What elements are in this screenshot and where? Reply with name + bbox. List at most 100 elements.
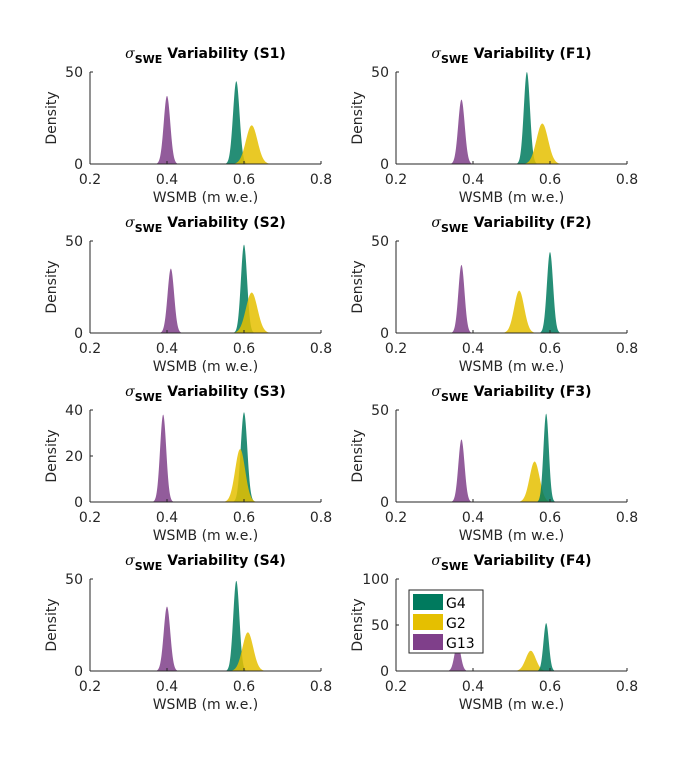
x-tick-label: 0.2 [385, 679, 407, 695]
legend: G4 G2 G13 [408, 589, 484, 654]
density-g13 [448, 99, 475, 164]
density-g2 [519, 123, 566, 164]
x-tick-label: 0.4 [156, 172, 178, 188]
x-tick-label: 0.2 [79, 510, 101, 526]
x-tick-label: 0.2 [385, 172, 407, 188]
panel-title: σSWE Variability (S3) [125, 384, 286, 404]
density-g13 [157, 268, 184, 333]
subscript-swe: SWE [135, 391, 163, 404]
y-tick-label: 50 [65, 234, 83, 250]
density-g4 [535, 623, 557, 671]
panel-title: σSWE Variability (S2) [125, 215, 286, 235]
panel-f1: σSWE Variability (F1) 0.2 0.4 0.6 0.8 0 50 WSMB (… [350, 46, 638, 206]
x-axis-label: WSMB (m w.e.) [153, 190, 259, 206]
x-tick-label: 0.8 [616, 679, 638, 695]
density-g13 [449, 264, 474, 333]
title-tag: (S3) [253, 384, 286, 400]
x-axis-label: WSMB (m w.e.) [459, 190, 565, 206]
title-tag: (F3) [559, 384, 591, 400]
subscript-swe: SWE [135, 53, 163, 66]
x-tick-label: 0.4 [156, 510, 178, 526]
subscript-swe: SWE [135, 560, 163, 573]
legend-swatch-g2 [413, 614, 443, 630]
x-tick-label: 0.4 [462, 172, 484, 188]
title-tag: (F2) [559, 215, 591, 231]
y-tick-label: 50 [371, 403, 389, 419]
subscript-swe: SWE [135, 222, 163, 235]
x-tick-label: 0.6 [233, 510, 255, 526]
sigma-symbol: σ [125, 553, 135, 569]
y-tick-label: 0 [74, 664, 83, 680]
title-tag: (F1) [559, 46, 591, 62]
density-g2 [228, 292, 275, 333]
x-tick-label: 0.8 [310, 341, 332, 357]
x-axis-label: WSMB (m w.e.) [153, 528, 259, 544]
title-word: Variability [474, 553, 555, 569]
panel-title: σSWE Variability (S4) [125, 553, 286, 573]
y-axis-label: Density [350, 91, 366, 144]
y-tick-label: 50 [371, 65, 389, 81]
sigma-symbol: σ [431, 46, 441, 62]
density-g2 [514, 461, 555, 502]
panel-s1: σSWE Variability (S1) 0.2 0.4 0.6 0.8 0 50 WSMB (… [44, 46, 332, 206]
subscript-swe: SWE [441, 222, 469, 235]
x-tick-label: 0.8 [310, 510, 332, 526]
x-tick-label: 0.6 [539, 679, 561, 695]
x-tick-label: 0.2 [79, 679, 101, 695]
y-tick-label: 100 [362, 572, 389, 588]
density-g4 [537, 252, 563, 333]
x-tick-label: 0.4 [462, 510, 484, 526]
sigma-symbol: σ [125, 384, 135, 400]
y-tick-label: 40 [65, 403, 83, 419]
panel-f4: σSWE Variability (F4) 0.2 0.4 0.6 0.8 0 50 100 WSM… [350, 553, 638, 713]
x-axis-label: WSMB (m w.e.) [459, 697, 565, 713]
y-axis-label: Density [350, 598, 366, 651]
density-g4 [230, 412, 258, 502]
title-word: Variability [167, 215, 248, 231]
density-g13 [153, 95, 181, 164]
x-tick-label: 0.4 [156, 341, 178, 357]
x-tick-label: 0.8 [616, 172, 638, 188]
panel-title: σSWE Variability (F1) [431, 46, 591, 66]
x-tick-label: 0.6 [539, 510, 561, 526]
x-tick-label: 0.4 [156, 679, 178, 695]
title-word: Variability [474, 384, 555, 400]
title-tag: (S1) [253, 46, 286, 62]
density-g13 [150, 414, 176, 502]
density-g2 [510, 650, 551, 671]
y-axis-label: Density [350, 260, 366, 313]
x-tick-label: 0.8 [616, 341, 638, 357]
legend-swatch-g13 [413, 634, 443, 650]
sigma-symbol: σ [431, 384, 441, 400]
density-g13 [449, 439, 474, 502]
sigma-symbol: σ [125, 46, 135, 62]
panel-s2: σSWE Variability (S2) 0.2 0.4 0.6 0.8 0 50 WSMB (… [44, 215, 332, 375]
x-tick-label: 0.6 [233, 341, 255, 357]
x-axis-label: WSMB (m w.e.) [459, 528, 565, 544]
x-tick-label: 0.4 [462, 679, 484, 695]
x-axis-label: WSMB (m w.e.) [153, 697, 259, 713]
panel-f2: σSWE Variability (F2) 0.2 0.4 0.6 0.8 0 50 WSMB (… [350, 215, 638, 375]
legend-label-g2: G2 [446, 616, 466, 632]
density-g2 [499, 290, 540, 333]
panel-title: σSWE Variability (F2) [431, 215, 591, 235]
y-tick-label: 50 [65, 65, 83, 81]
panel-title: σSWE Variability (F3) [431, 384, 591, 404]
x-tick-label: 0.8 [310, 172, 332, 188]
y-tick-label: 0 [380, 326, 389, 342]
sigma-symbol: σ [125, 215, 135, 231]
x-tick-label: 0.2 [385, 341, 407, 357]
x-tick-label: 0.6 [233, 172, 255, 188]
y-axis-label: Density [350, 429, 366, 482]
density-g2 [228, 125, 275, 164]
x-tick-label: 0.4 [462, 341, 484, 357]
density-g2 [220, 449, 261, 502]
y-axis-label: Density [44, 429, 60, 482]
x-tick-label: 0.2 [79, 172, 101, 188]
panel-title: σSWE Variability (S1) [125, 46, 286, 66]
y-tick-label: 50 [371, 618, 389, 634]
x-tick-label: 0.6 [539, 341, 561, 357]
y-tick-label: 0 [74, 495, 83, 511]
panel-title: σSWE Variability (F4) [431, 553, 591, 573]
